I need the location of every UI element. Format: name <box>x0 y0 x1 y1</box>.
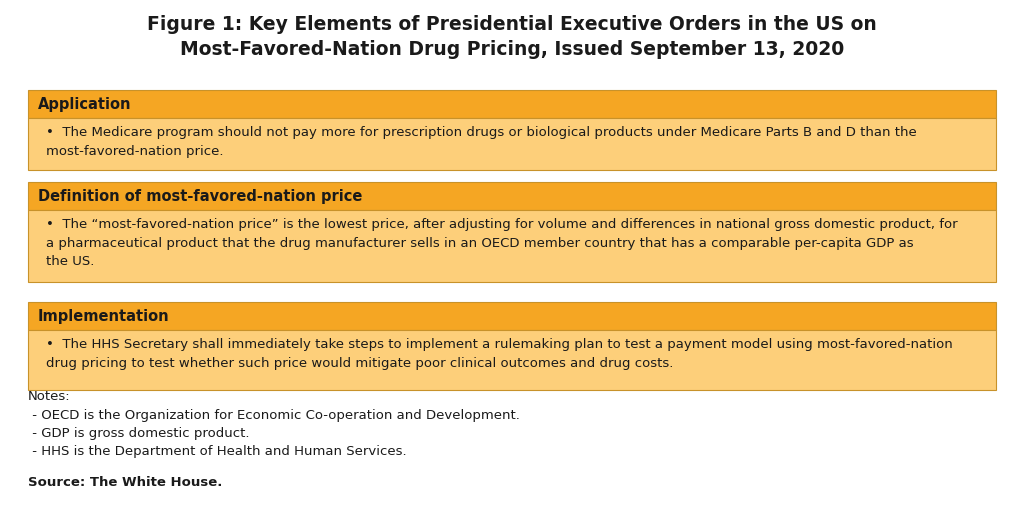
Text: •  The “most-favored-nation price” is the lowest price, after adjusting for volu: • The “most-favored-nation price” is the… <box>46 218 957 268</box>
Text: Application: Application <box>38 96 131 112</box>
Text: •  The HHS Secretary shall immediately take steps to implement a rulemaking plan: • The HHS Secretary shall immediately ta… <box>46 338 952 370</box>
Text: Figure 1: Key Elements of Presidential Executive Orders in the US on
Most-Favore: Figure 1: Key Elements of Presidential E… <box>147 15 877 59</box>
Bar <box>28 210 996 282</box>
Bar <box>28 182 996 210</box>
Bar <box>28 330 996 390</box>
Bar <box>28 118 996 170</box>
Bar <box>28 302 996 330</box>
Text: Source: The White House.: Source: The White House. <box>28 476 222 489</box>
Text: Definition of most-favored-nation price: Definition of most-favored-nation price <box>38 188 362 203</box>
Bar <box>28 90 996 118</box>
Text: Implementation: Implementation <box>38 309 170 324</box>
Text: Notes:
 - OECD is the Organization for Economic Co-operation and Development.
 -: Notes: - OECD is the Organization for Ec… <box>28 390 520 459</box>
Text: •  The Medicare program should not pay more for prescription drugs or biological: • The Medicare program should not pay mo… <box>46 126 916 158</box>
